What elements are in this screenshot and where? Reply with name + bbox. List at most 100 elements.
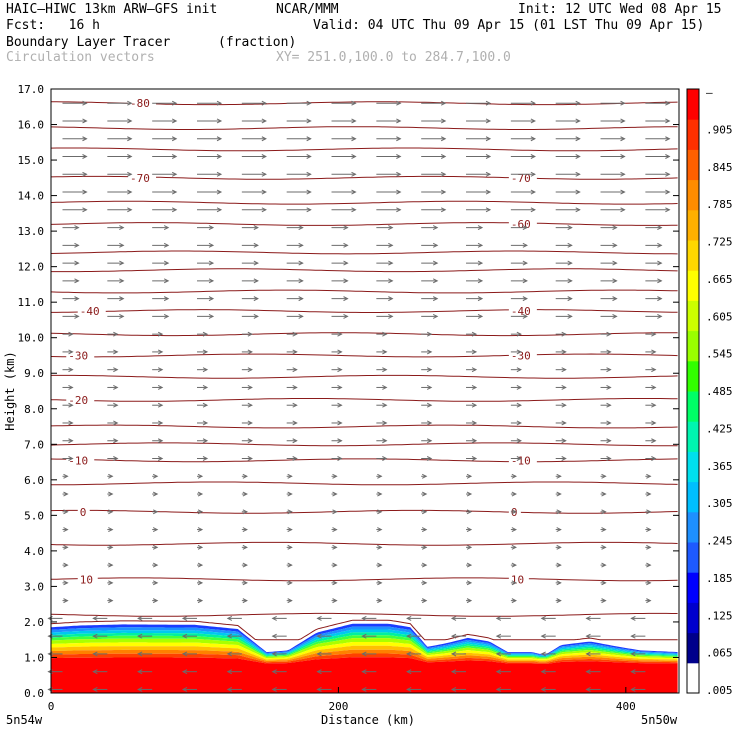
colorbar-label: – [706,86,713,99]
vector-head [396,207,402,213]
vector-head [242,509,248,515]
colorbar-label: .905 [706,123,733,136]
vector-head [612,296,618,302]
vector-head [450,669,457,675]
vector-head [511,473,517,479]
y-tick-label: 10.0 [18,332,45,345]
vector-head [646,491,652,497]
vector-head [485,118,492,124]
y-tick-label: 3.0 [24,580,44,593]
tracer-band-2 [51,629,678,657]
vector-head [646,598,652,604]
plot-frame [50,88,680,694]
vector-head [197,491,204,497]
vector-head [92,669,98,675]
vector-head [567,313,573,319]
vector-head [561,420,567,426]
vector-head [208,313,215,319]
vector-head [606,384,612,390]
vector-head [556,580,562,586]
vector-head [651,438,657,444]
isotherm-label: -30 [511,349,531,362]
xy-range: XY= 251.0,100.0 to 284.7,100.0 [276,50,511,65]
vector-head [157,402,164,408]
vector-head [171,171,178,177]
vector-head [337,349,343,355]
vector-head [466,473,473,479]
vector-head [216,189,223,195]
vector-head [298,296,304,302]
vector-head [556,473,562,479]
vector-head [171,100,178,106]
tracer-band-0 [51,623,678,655]
vector-head [657,242,663,248]
vector-head [82,100,88,106]
vector-head [137,651,143,657]
vector-head [585,633,591,639]
vector-head [181,633,188,639]
vector-head [351,207,357,213]
vector-head [440,118,447,124]
vector-head [361,686,367,692]
vector-head [316,615,322,621]
isotherm-line [51,481,678,486]
vector-head [377,509,383,515]
forecast-hour: Fcst: 16 h [6,18,100,33]
vector-head [208,225,215,231]
vector-head [119,260,125,266]
vector-head [665,171,671,177]
vector-head [630,615,636,621]
y-tick-label: 6.0 [24,474,44,487]
vector-head [421,544,428,550]
vector-head [556,509,562,515]
vector-head [561,384,567,390]
colorbar-label: .245 [706,535,733,548]
vector-head [516,402,522,408]
axes: 0.0 1.0 2.0 3.0 4.0 5.0 6.0 7.0 8.0 9.0 10.0 11.0 12… [18,83,679,713]
vector-head [440,207,447,213]
vector-head [612,242,618,248]
vector-head [351,118,357,124]
vector-head [511,598,517,604]
vector-head [665,189,671,195]
vector-head [332,544,338,550]
vector-head [361,651,367,657]
vector-head [382,349,388,355]
vector-head [522,278,528,284]
vector-head [516,384,522,390]
y-tick-label: 0.0 [24,687,44,700]
vector-head [426,438,433,444]
tracer-band-6 [51,642,678,661]
vector-head [68,456,74,461]
vector-head [351,154,357,159]
x-right-location: 5n50w [641,713,678,727]
colorbar-swatch [687,179,699,211]
colorbar-swatch [687,391,699,422]
vector-head [181,615,188,621]
vector-head [665,118,671,124]
colorbar-swatch [687,421,699,452]
isotherm-contours: 101000-10-10-20-30-30-40-40-60-70-70-80 [50,97,678,641]
vector-head [471,331,478,337]
vector-head [606,402,612,408]
vector-head [247,456,253,461]
vector-head [406,615,412,621]
vector-head [561,438,567,444]
vector-head [561,402,567,408]
vector-head [127,100,133,106]
vector-head [271,669,277,675]
vector-head [343,260,349,266]
vector-head [585,669,591,675]
vector-head [271,615,277,621]
vector-head [665,207,671,213]
vector-head [651,456,657,461]
vector-head [556,562,562,568]
colorbar-label: .005 [706,684,733,697]
isotherm-line [51,268,678,273]
y-tick-label: 17.0 [18,83,45,96]
vector-head [292,384,298,390]
tracer-band-3 [51,632,678,658]
vector-head [630,633,636,639]
vector-head [152,527,159,533]
vector-head [421,491,428,497]
